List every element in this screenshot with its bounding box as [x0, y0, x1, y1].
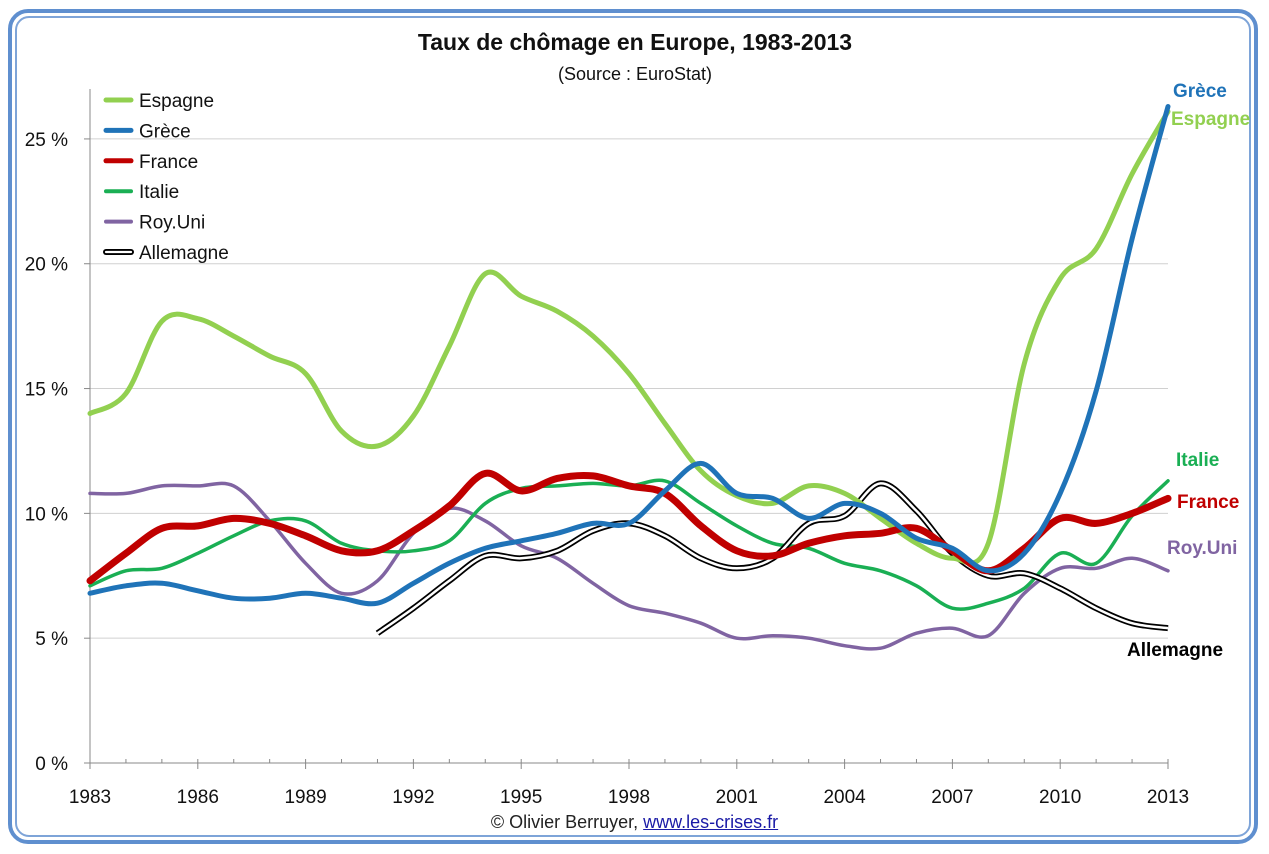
y-tick-label: 0 %: [35, 754, 68, 775]
end-label-espagne: Espagne: [1171, 109, 1250, 130]
x-tick-label: 2010: [1039, 787, 1081, 808]
legend-label: Italie: [139, 182, 179, 203]
end-labels: Espagne Grèce France Italie Roy.Uni Allemagne: [1127, 81, 1250, 661]
series-lines: [86, 104, 1172, 651]
legend-label: Roy.Uni: [139, 213, 205, 234]
end-label-italie: Italie: [1176, 450, 1219, 471]
x-tick-label: 1992: [392, 787, 434, 808]
footer-credit: © Olivier Berruyer,: [490, 812, 644, 832]
legend-espagne: Espagne: [103, 91, 214, 112]
y-tick-label: 20 %: [25, 255, 68, 276]
x-tick-label: 1995: [500, 787, 542, 808]
x-tick-label: 2004: [823, 787, 866, 808]
axes: 0 % 5 % 10 % 15 % 20 % 25 % 1983 1986 1989 1992 19…: [25, 89, 1189, 808]
chart-title: Taux de chômage en Europe, 1983-2013: [418, 29, 852, 55]
x-tick-label: 2001: [716, 787, 758, 808]
x-tick-label: 2007: [931, 787, 973, 808]
legend-italie: Italie: [104, 182, 179, 203]
legend-label: Allemagne: [139, 243, 229, 264]
legend-france: France: [103, 152, 198, 173]
legend-royuni: Roy.Uni: [104, 213, 205, 234]
y-tick-label: 15 %: [25, 380, 68, 401]
series-espagne-line: [87, 109, 1171, 566]
x-tick-label: 1998: [608, 787, 650, 808]
footer: © Olivier Berruyer, www.les-crises.fr: [0, 812, 1269, 833]
x-tick-label: 1983: [69, 787, 111, 808]
legend-label: Espagne: [139, 91, 214, 112]
series-grce-line: [87, 104, 1171, 607]
y-tick-label: 25 %: [25, 130, 68, 151]
legend-label: Grèce: [139, 121, 191, 142]
legend: Espagne Grèce France Italie Roy.Uni Allemagne: [103, 91, 229, 264]
end-label-grce: Grèce: [1173, 81, 1227, 102]
gridlines: [90, 138, 1168, 639]
legend-label: France: [139, 152, 198, 173]
chart-subtitle: (Source : EuroStat): [558, 64, 712, 84]
chart-frame-inner: [15, 16, 1251, 837]
x-tick-label: 2013: [1147, 787, 1189, 808]
end-label-france: France: [1177, 492, 1239, 513]
x-tick-label: 1989: [284, 787, 326, 808]
legend-grce: Grèce: [103, 121, 191, 142]
y-tick-label: 5 %: [35, 629, 68, 650]
end-label-allemagne: Allemagne: [1127, 640, 1223, 661]
y-tick-label: 10 %: [25, 504, 68, 525]
end-label-royuni: Roy.Uni: [1167, 538, 1237, 559]
footer-link[interactable]: www.les-crises.fr: [643, 812, 779, 832]
chart-frame-outer: [8, 9, 1258, 844]
x-tick-label: 1986: [177, 787, 219, 808]
legend-allemagne: Allemagne: [103, 243, 229, 264]
